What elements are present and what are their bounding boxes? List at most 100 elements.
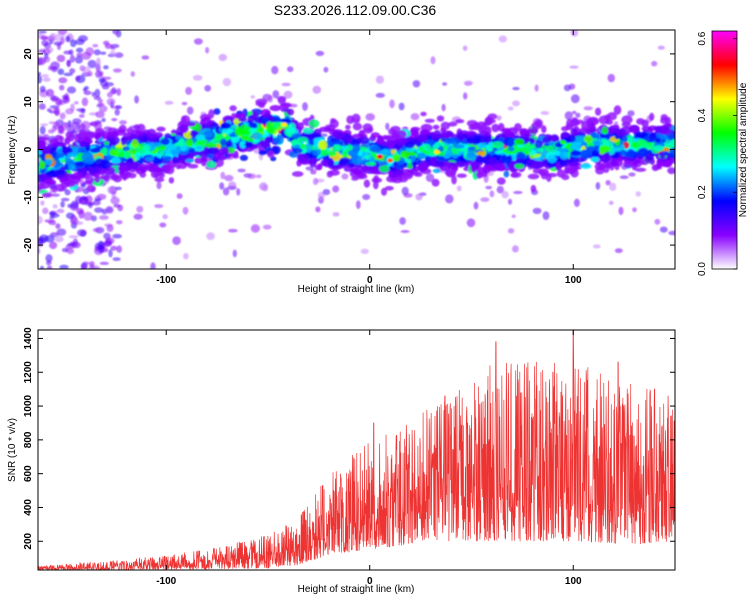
heatmap-cell <box>57 68 65 75</box>
heatmap-cell <box>102 76 112 80</box>
x-tick-label: 100 <box>565 576 582 587</box>
heatmap-cell <box>447 121 458 127</box>
heatmap-cell <box>385 122 390 131</box>
heatmap-cell <box>312 177 319 186</box>
heatmap-cell <box>56 208 65 214</box>
heatmap-cell <box>520 158 526 163</box>
heatmap-cell <box>496 185 504 194</box>
x-tick-label: -100 <box>156 576 176 587</box>
heatmap-hotspot <box>224 135 231 140</box>
heatmap-cell <box>451 175 457 185</box>
heatmap-cell <box>342 133 351 143</box>
heatmap-cell <box>94 198 102 202</box>
heatmap-cell <box>330 118 336 123</box>
heatmap-cell <box>608 200 614 205</box>
heatmap-hotspot <box>281 122 288 127</box>
heatmap-cell <box>613 105 622 115</box>
heatmap-cell <box>74 161 85 167</box>
heatmap-cell <box>462 45 468 51</box>
heatmap-cell <box>55 141 66 147</box>
heatmap-cell <box>352 122 363 131</box>
heatmap-cell <box>81 152 94 162</box>
heatmap-cell <box>231 113 237 120</box>
heatmap-cell <box>296 136 309 143</box>
heatmap-cell <box>110 157 121 164</box>
heatmap-cell <box>105 205 114 214</box>
heatmap-cell <box>67 203 72 208</box>
heatmap-cell <box>611 158 618 167</box>
heatmap-cell <box>99 175 109 180</box>
heatmap-cell <box>49 110 56 114</box>
heatmap-cell <box>645 153 654 161</box>
heatmap-cell <box>228 181 237 190</box>
heatmap-cell <box>384 186 394 191</box>
heatmap-cell <box>545 145 554 152</box>
heatmap-cell <box>104 82 114 87</box>
heatmap-cell <box>60 201 65 208</box>
heatmap-cell <box>395 176 402 181</box>
snr-x-axis-label: Height of straight line (km) <box>298 584 415 595</box>
heatmap-cell <box>269 105 282 112</box>
heatmap-cell <box>572 110 577 115</box>
heatmap-cell <box>150 262 156 269</box>
heatmap-cell <box>40 36 49 40</box>
heatmap-cell <box>112 233 122 239</box>
heatmap-cell <box>181 101 188 106</box>
heatmap-cell <box>195 134 206 141</box>
heatmap-cell <box>292 147 303 154</box>
heatmap-cell <box>183 253 189 260</box>
heatmap-cell <box>107 127 118 133</box>
heatmap-cell <box>432 143 440 149</box>
heatmap-cell <box>365 113 376 121</box>
heatmap-cell <box>265 125 274 134</box>
heatmap-cell <box>574 135 586 144</box>
heatmap-cell <box>93 96 102 100</box>
heatmap-cell <box>623 160 634 169</box>
heatmap-cell <box>182 206 189 215</box>
heatmap-cell <box>444 138 457 144</box>
heatmap-cell <box>455 119 465 124</box>
heatmap-cell <box>607 73 615 83</box>
heatmap-cell <box>106 92 113 98</box>
colorbar-scale <box>711 30 738 270</box>
heatmap-cell <box>234 127 246 137</box>
heatmap-cell <box>660 114 668 121</box>
heatmap-cell <box>361 165 370 172</box>
heatmap-cell <box>283 90 293 99</box>
heatmap-cell <box>653 145 665 152</box>
heatmap-cell <box>351 113 361 123</box>
heatmap-cell <box>529 149 537 156</box>
heatmap-cell <box>466 218 476 228</box>
heatmap-cell <box>137 123 146 132</box>
heatmap-cell <box>55 152 65 159</box>
heatmap-cell <box>240 135 250 141</box>
heatmap-cell <box>657 45 665 50</box>
heatmap-cell <box>618 206 624 216</box>
heatmap-cell <box>83 211 93 221</box>
heatmap-cell <box>222 115 234 125</box>
heatmap-cell <box>507 198 513 205</box>
heatmap-cell <box>590 156 600 163</box>
heatmap-cell <box>613 151 620 159</box>
heatmap-cell <box>341 173 349 180</box>
snr-frame <box>37 329 676 571</box>
heatmap-cell <box>570 150 582 156</box>
heatmap-cell <box>456 173 467 178</box>
heatmap-cell <box>432 168 441 174</box>
heatmap-cell <box>440 121 450 130</box>
heatmap-cell <box>534 140 543 149</box>
heatmap-cell <box>40 123 49 127</box>
y-tick-label: 600 <box>23 465 34 482</box>
heatmap-cell <box>507 228 515 234</box>
heatmap-cell <box>265 136 274 142</box>
heatmap-cell <box>432 124 440 130</box>
heatmap-cell <box>141 55 150 60</box>
heatmap-cell <box>583 106 593 111</box>
y-tick-label: 0 <box>23 146 34 152</box>
heatmap-cell <box>38 173 45 183</box>
heatmap-cell <box>532 207 542 215</box>
colorbar-tick-label: 0.2 <box>697 185 708 199</box>
heatmap-cell <box>162 155 172 162</box>
heatmap-cell <box>80 167 87 176</box>
heatmap-cell <box>175 131 185 137</box>
